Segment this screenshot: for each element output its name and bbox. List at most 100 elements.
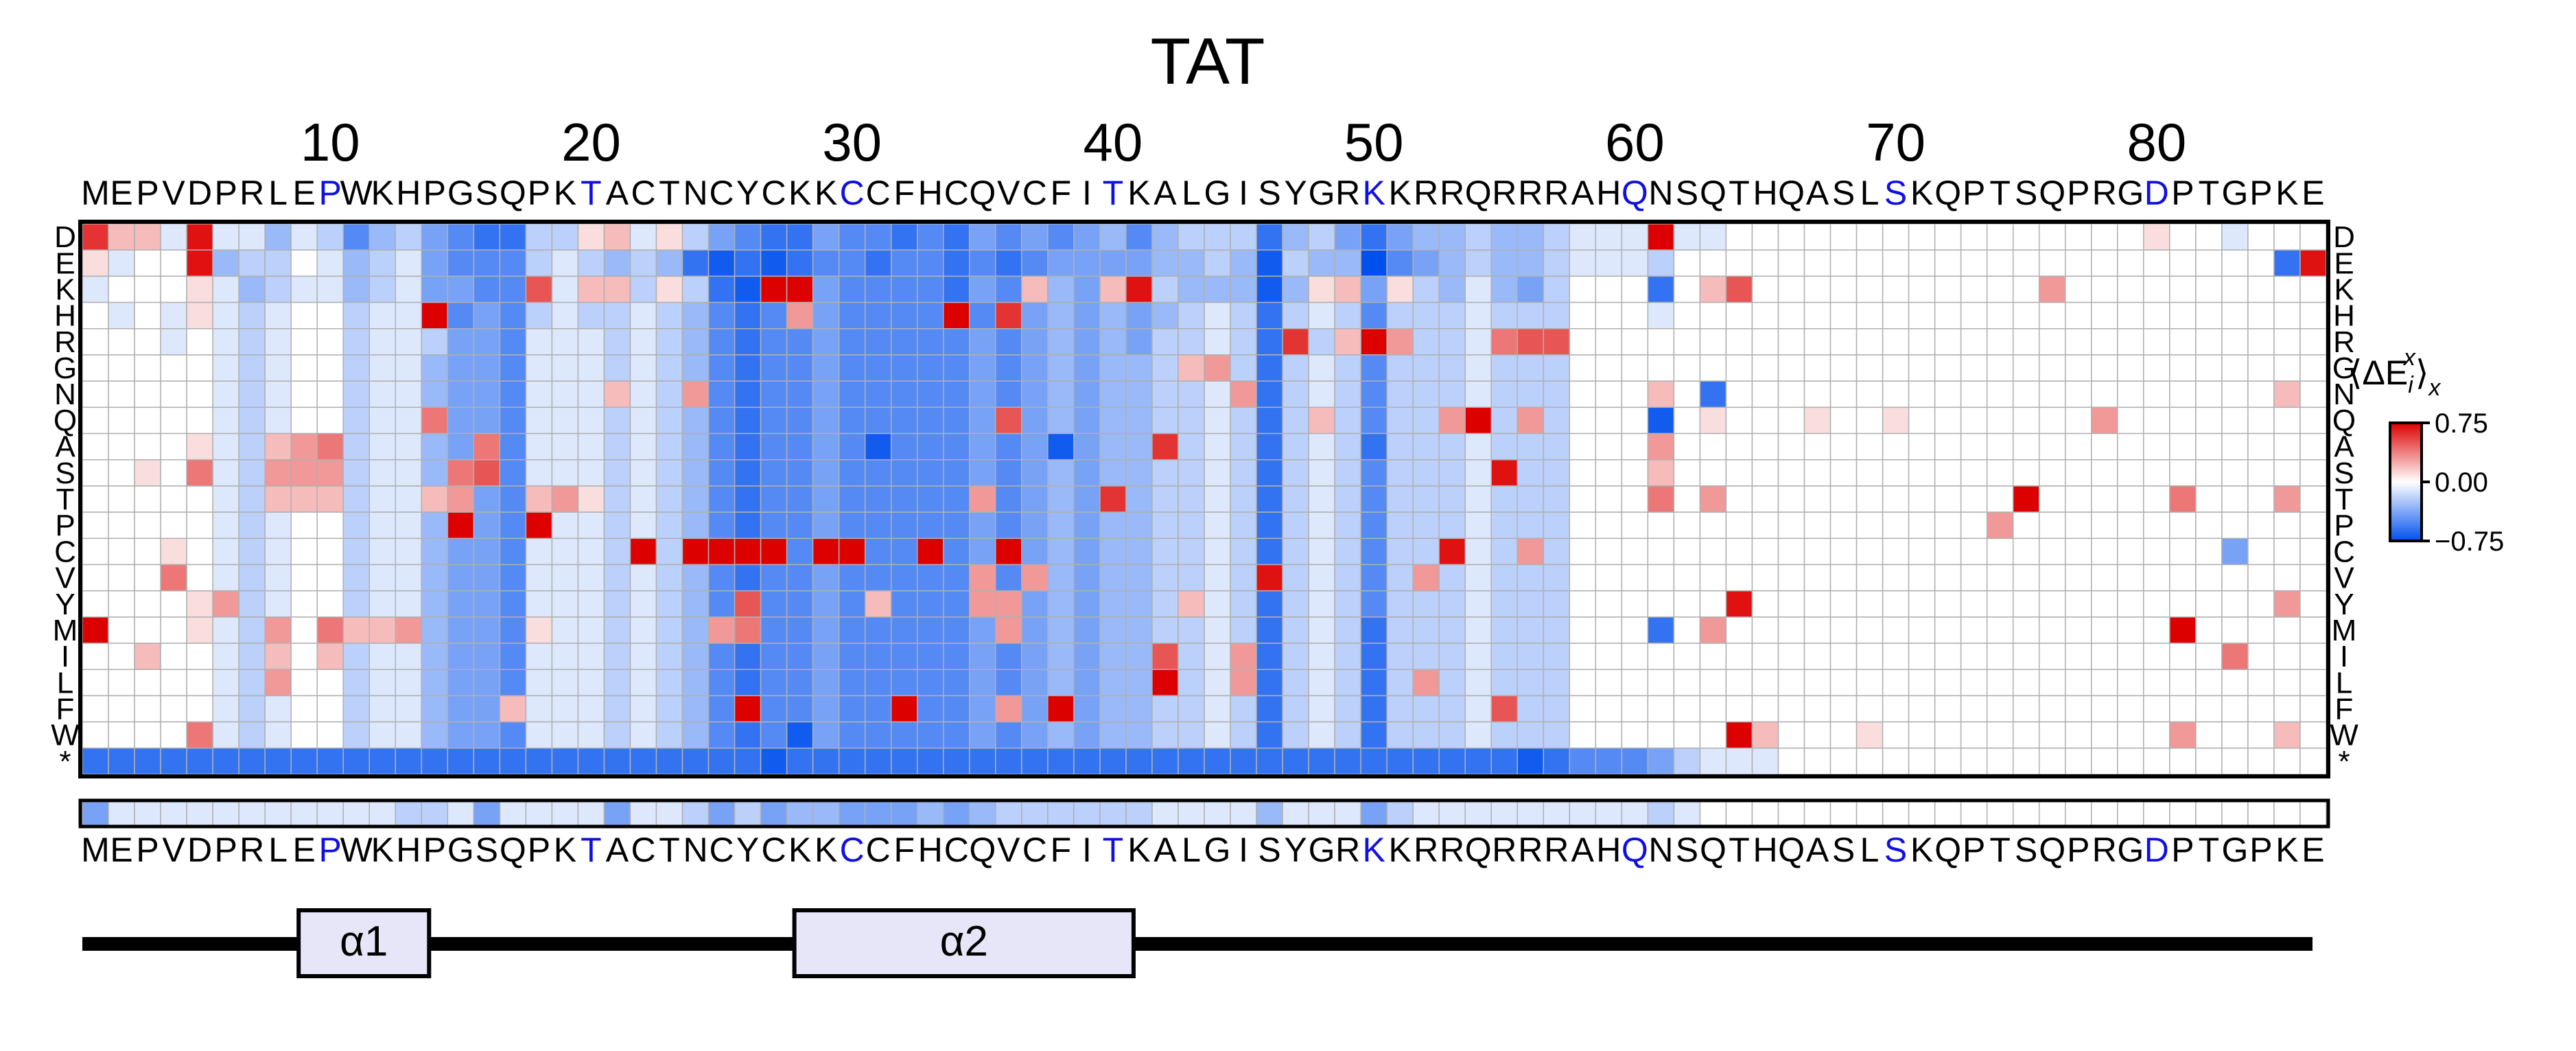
heatmap-cell [2299, 459, 2327, 487]
heatmap-cell [1047, 564, 1075, 592]
heatmap-cell [1047, 485, 1075, 513]
heatmap-cell [2195, 564, 2223, 592]
heatmap-cell [551, 643, 579, 670]
bottom-sequence-residue: C [866, 831, 891, 869]
heatmap-cell [499, 406, 527, 435]
heatmap-cell [943, 223, 970, 251]
heatmap-cell [1725, 459, 1753, 487]
heatmap-cell [969, 380, 996, 408]
heatmap-cell [134, 432, 161, 461]
heatmap-cell [1673, 511, 1701, 540]
heatmap-cell [681, 511, 710, 540]
heatmap-cell [864, 721, 892, 749]
mutation-label-left: Y [55, 588, 75, 621]
top-sequence-residue: R [1440, 174, 1464, 212]
heatmap-cell [1621, 406, 1649, 435]
heatmap-cell [1855, 748, 1884, 775]
heatmap-cell [1595, 538, 1623, 566]
heatmap-cell [2012, 643, 2040, 670]
heatmap-cell [1934, 616, 1962, 644]
bottom-sequence-residue: H [918, 831, 943, 869]
heatmap-cell [342, 223, 371, 251]
heatmap-cell [1256, 275, 1283, 303]
heatmap-cell [864, 301, 892, 330]
heatmap-cell [1334, 249, 1361, 277]
summary-cell [1282, 801, 1309, 826]
heatmap-cell [212, 328, 239, 356]
heatmap-cell [1543, 406, 1571, 435]
heatmap-cell [395, 301, 423, 330]
heatmap-cell [969, 432, 996, 461]
heatmap-cell [655, 380, 683, 408]
heatmap-cell [655, 432, 683, 461]
top-sequence-residue: F [893, 174, 915, 212]
heatmap-cell [1829, 275, 1858, 303]
heatmap-cell [890, 459, 918, 487]
heatmap-cell [1855, 301, 1884, 330]
heatmap-cell [1334, 406, 1361, 435]
heatmap-cell [1621, 301, 1649, 330]
heatmap-cell [1099, 354, 1127, 382]
heatmap-cell [1960, 459, 1988, 487]
heatmap-cell [264, 669, 292, 697]
heatmap-cell [342, 432, 371, 461]
heatmap-cell [473, 275, 501, 303]
heatmap-cell [734, 223, 762, 251]
heatmap-cell [395, 695, 423, 723]
heatmap-cell [1882, 721, 1910, 749]
heatmap-cell [2247, 721, 2275, 749]
heatmap-cell [1308, 223, 1335, 251]
heatmap-cell [316, 695, 344, 723]
heatmap-cell [577, 538, 605, 566]
heatmap-cell [82, 223, 109, 251]
heatmap-cell [916, 590, 944, 618]
heatmap-cell [1699, 590, 1727, 618]
heatmap-cell [1204, 301, 1231, 330]
summary-cell [1438, 801, 1466, 826]
heatmap-cell [238, 695, 266, 723]
heatmap-cell [1178, 485, 1205, 513]
heatmap-cell [969, 459, 996, 487]
heatmap-cell [760, 301, 788, 330]
heatmap-cell [1882, 511, 1910, 540]
summary-cell [1099, 801, 1127, 826]
heatmap-cell [1125, 380, 1153, 408]
heatmap-cell [812, 275, 840, 303]
heatmap-cell [551, 354, 579, 382]
heatmap-cell [943, 695, 970, 723]
heatmap-cell [368, 511, 397, 540]
heatmap-cell [1777, 301, 1805, 330]
heatmap-cell [1673, 564, 1701, 592]
heatmap-cell [707, 406, 736, 435]
heatmap-cell [681, 459, 710, 487]
heatmap-cell [395, 538, 423, 566]
heatmap-cell [2195, 223, 2223, 251]
heatmap-cell [1751, 748, 1779, 775]
heatmap-cell [395, 354, 423, 382]
bottom-sequence-residue: R [1544, 831, 1569, 869]
heatmap-cell [1386, 538, 1414, 566]
top-sequence-residue: I [1239, 174, 1248, 212]
heatmap-cell [734, 275, 762, 303]
top-sequence-residue: K [1362, 174, 1385, 212]
heatmap-cell [1803, 249, 1831, 277]
heatmap-cell [1230, 590, 1257, 618]
heatmap-cell [1855, 432, 1884, 461]
heatmap-cell [812, 721, 840, 749]
colorbar-label: ⟨ΔEix⟩x [2349, 345, 2441, 401]
heatmap-cell [1908, 432, 1936, 461]
heatmap-cell [707, 721, 736, 749]
heatmap-cell [395, 669, 423, 697]
heatmap-cell [212, 695, 239, 723]
summary-cell [1699, 801, 1727, 826]
heatmap-cell [1021, 616, 1049, 644]
heatmap-cell [1699, 511, 1727, 540]
heatmap-cell [1934, 485, 1962, 513]
heatmap-cell [2273, 643, 2301, 670]
heatmap-cell [1230, 511, 1257, 540]
heatmap-cell [1334, 511, 1361, 540]
heatmap-cell [760, 511, 788, 540]
heatmap-cell [734, 616, 762, 644]
heatmap-cell [655, 616, 683, 644]
heatmap-cell [1647, 223, 1675, 251]
